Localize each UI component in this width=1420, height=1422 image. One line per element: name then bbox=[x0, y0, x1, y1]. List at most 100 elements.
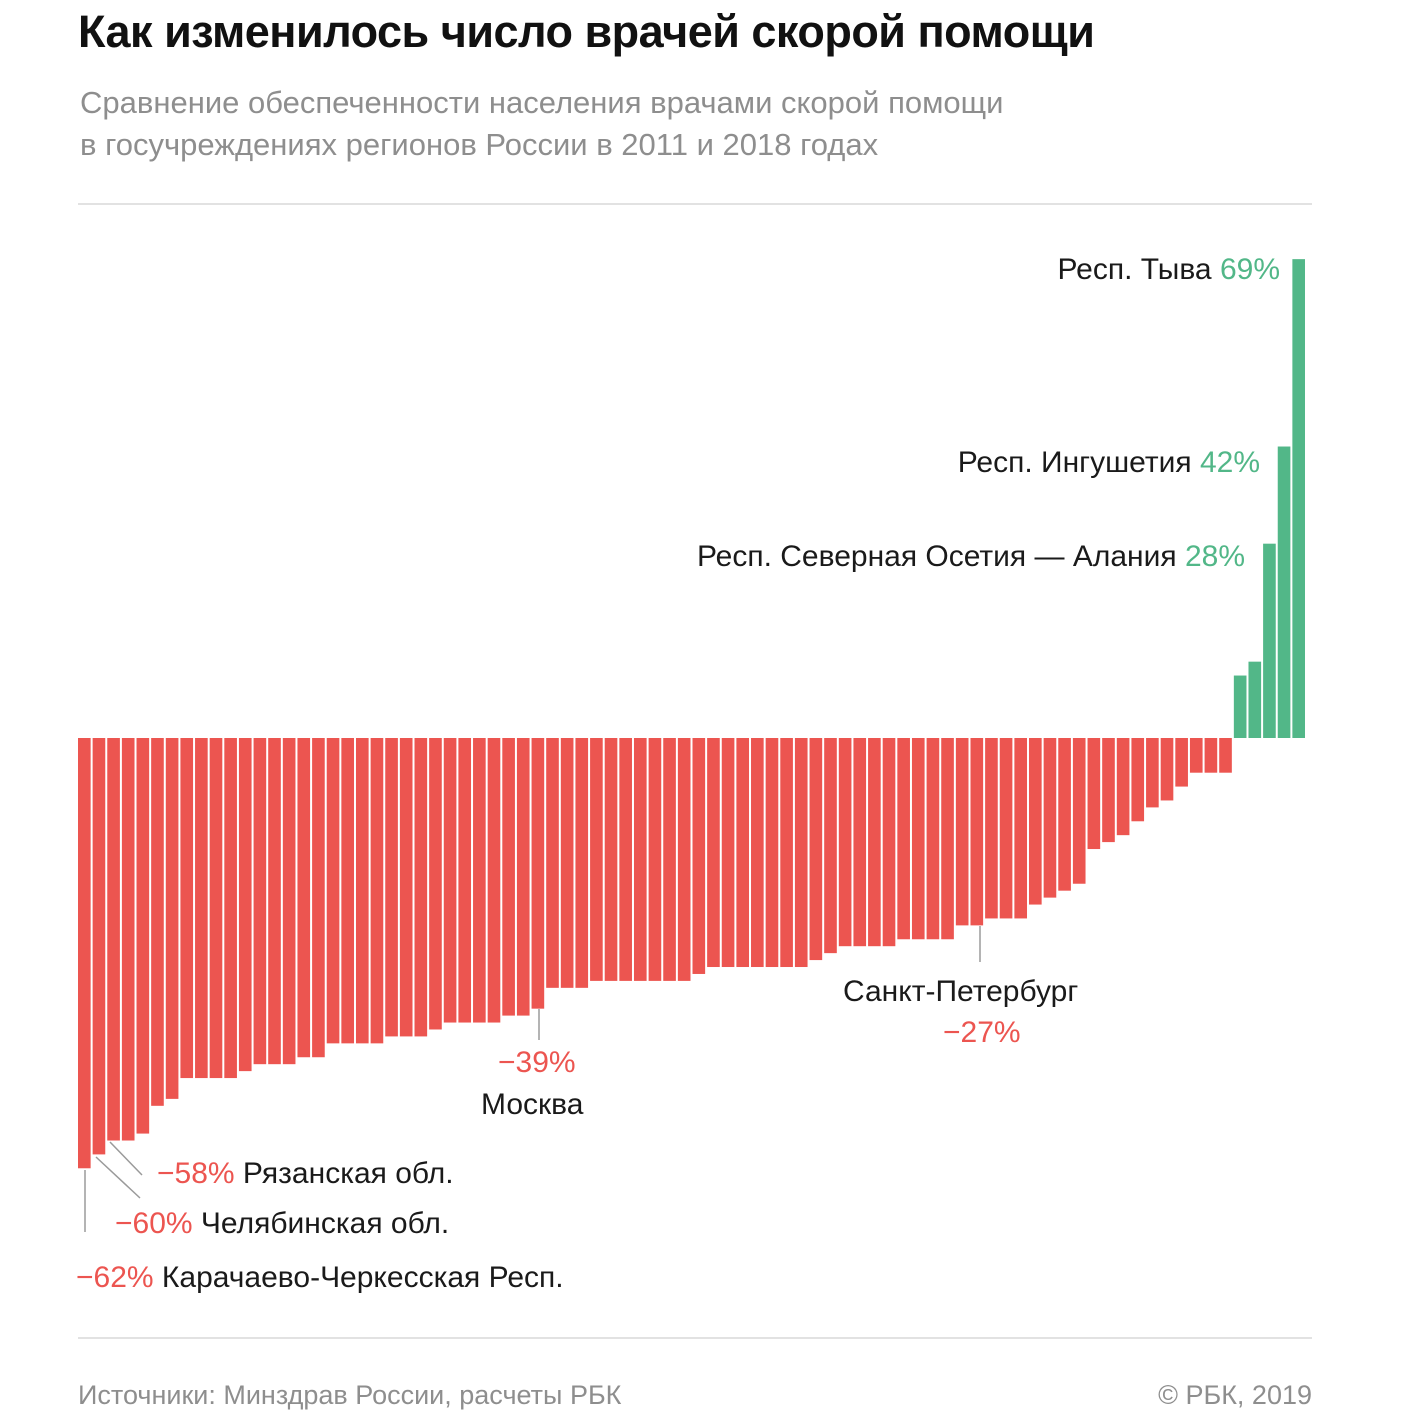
bar bbox=[853, 738, 867, 947]
bar bbox=[780, 738, 793, 968]
bar bbox=[692, 738, 706, 974]
annotation-moscow-name: Москва bbox=[481, 1088, 584, 1121]
annotation-value: −60% bbox=[115, 1207, 193, 1240]
bar bbox=[341, 738, 354, 1044]
leader-line-ryazan bbox=[109, 1141, 143, 1176]
bar bbox=[604, 738, 618, 981]
bar bbox=[1087, 738, 1101, 850]
bar bbox=[707, 738, 720, 968]
bar bbox=[473, 738, 486, 1023]
bar bbox=[868, 738, 881, 947]
bar bbox=[92, 738, 106, 1155]
bar bbox=[1204, 738, 1218, 773]
bar bbox=[838, 738, 852, 947]
bar bbox=[1292, 259, 1305, 738]
annotation-north-ossetia: Респ. Северная Осетия — Алания 28% bbox=[697, 539, 1245, 575]
bar bbox=[765, 738, 779, 968]
chart-subtitle-line-1: Сравнение обеспеченности населения врача… bbox=[80, 85, 1004, 120]
chart-subtitle-line-2: в госучреждениях регионов России в 2011 … bbox=[80, 127, 879, 162]
bar bbox=[751, 738, 764, 968]
bar bbox=[429, 738, 442, 1030]
bar bbox=[1014, 738, 1028, 919]
bar bbox=[326, 738, 340, 1044]
bar bbox=[268, 738, 281, 1065]
bar bbox=[1072, 738, 1086, 884]
bar bbox=[590, 738, 603, 981]
bar bbox=[253, 738, 267, 1065]
annotation-name: Челябинская обл. bbox=[200, 1207, 450, 1240]
bar bbox=[677, 738, 691, 981]
bar bbox=[1043, 738, 1057, 898]
bar bbox=[385, 738, 398, 1037]
bar bbox=[370, 738, 384, 1044]
annotation-moscow-value: −39% bbox=[498, 1046, 576, 1079]
bar bbox=[882, 738, 896, 947]
bar bbox=[911, 738, 925, 940]
annotation-ingushetia: Респ. Ингушетия 42% bbox=[958, 445, 1260, 481]
bar bbox=[1189, 738, 1203, 773]
annotation-name: Рязанская обл. bbox=[242, 1157, 454, 1190]
bar bbox=[970, 738, 984, 926]
bar bbox=[794, 738, 808, 968]
source-note: Источники: Минздрав России, расчеты РБК bbox=[78, 1380, 622, 1410]
bar bbox=[897, 738, 910, 940]
chart-title: Как изменилось число врачей скорой помощ… bbox=[78, 6, 1095, 57]
copyright: © РБК, 2019 bbox=[1158, 1380, 1312, 1410]
bars-group bbox=[78, 259, 1305, 1169]
bar bbox=[107, 738, 120, 1141]
bar bbox=[955, 738, 969, 926]
annotation-value: −58% bbox=[157, 1157, 235, 1190]
bar bbox=[1029, 738, 1042, 905]
bar bbox=[224, 738, 237, 1079]
bar bbox=[516, 738, 530, 1016]
bar bbox=[1146, 738, 1159, 808]
bar bbox=[399, 738, 413, 1037]
bar bbox=[531, 738, 545, 1009]
annotation-value: 42% bbox=[1199, 446, 1260, 479]
annotation-value: −62% bbox=[76, 1261, 154, 1294]
annotation-chelyabinsk: −60% Челябинская обл. bbox=[115, 1206, 449, 1242]
bar bbox=[1263, 543, 1276, 738]
annotation-kchr: −62% Карачаево-Черкесская Респ. bbox=[76, 1260, 564, 1296]
annotation-ryazan: −58% Рязанская обл. bbox=[157, 1156, 454, 1192]
bar bbox=[355, 738, 369, 1044]
bar bbox=[238, 738, 252, 1072]
bar bbox=[941, 738, 954, 940]
bar bbox=[926, 738, 940, 940]
bar bbox=[663, 738, 676, 981]
annotation-spb-name: Санкт-Петербург bbox=[843, 975, 1079, 1008]
annotation-spb-value: −27% bbox=[943, 1016, 1021, 1049]
annotation-name: Респ. Тыва bbox=[1057, 253, 1212, 286]
bar bbox=[1160, 738, 1174, 801]
bar bbox=[1116, 738, 1130, 836]
bar bbox=[546, 738, 559, 988]
bar bbox=[619, 738, 632, 981]
bar bbox=[736, 738, 750, 968]
leader-line-chelyabinsk bbox=[95, 1156, 141, 1199]
annotation-tyva: Респ. Тыва 69% bbox=[1057, 252, 1280, 288]
top-divider bbox=[78, 203, 1312, 205]
annotation-name: Карачаево-Черкесская Респ. bbox=[161, 1261, 564, 1294]
bar bbox=[165, 738, 179, 1099]
bar bbox=[209, 738, 223, 1079]
bar bbox=[121, 738, 135, 1141]
bar bbox=[312, 738, 325, 1058]
bar bbox=[1102, 738, 1115, 843]
leader-lines bbox=[84, 926, 981, 1232]
bar bbox=[1131, 738, 1145, 822]
bar bbox=[151, 738, 164, 1106]
bar bbox=[136, 738, 150, 1134]
bar bbox=[633, 738, 647, 981]
bar bbox=[985, 738, 998, 919]
bar bbox=[1233, 675, 1247, 738]
bar bbox=[297, 738, 311, 1058]
bar bbox=[1248, 661, 1262, 738]
bar bbox=[575, 738, 589, 988]
bar bbox=[487, 738, 501, 1023]
bar bbox=[999, 738, 1013, 919]
bar bbox=[458, 738, 472, 1023]
annotation-name: Респ. Северная Осетия — Алания bbox=[696, 540, 1177, 573]
bar bbox=[1219, 738, 1232, 773]
bar bbox=[443, 738, 457, 1023]
